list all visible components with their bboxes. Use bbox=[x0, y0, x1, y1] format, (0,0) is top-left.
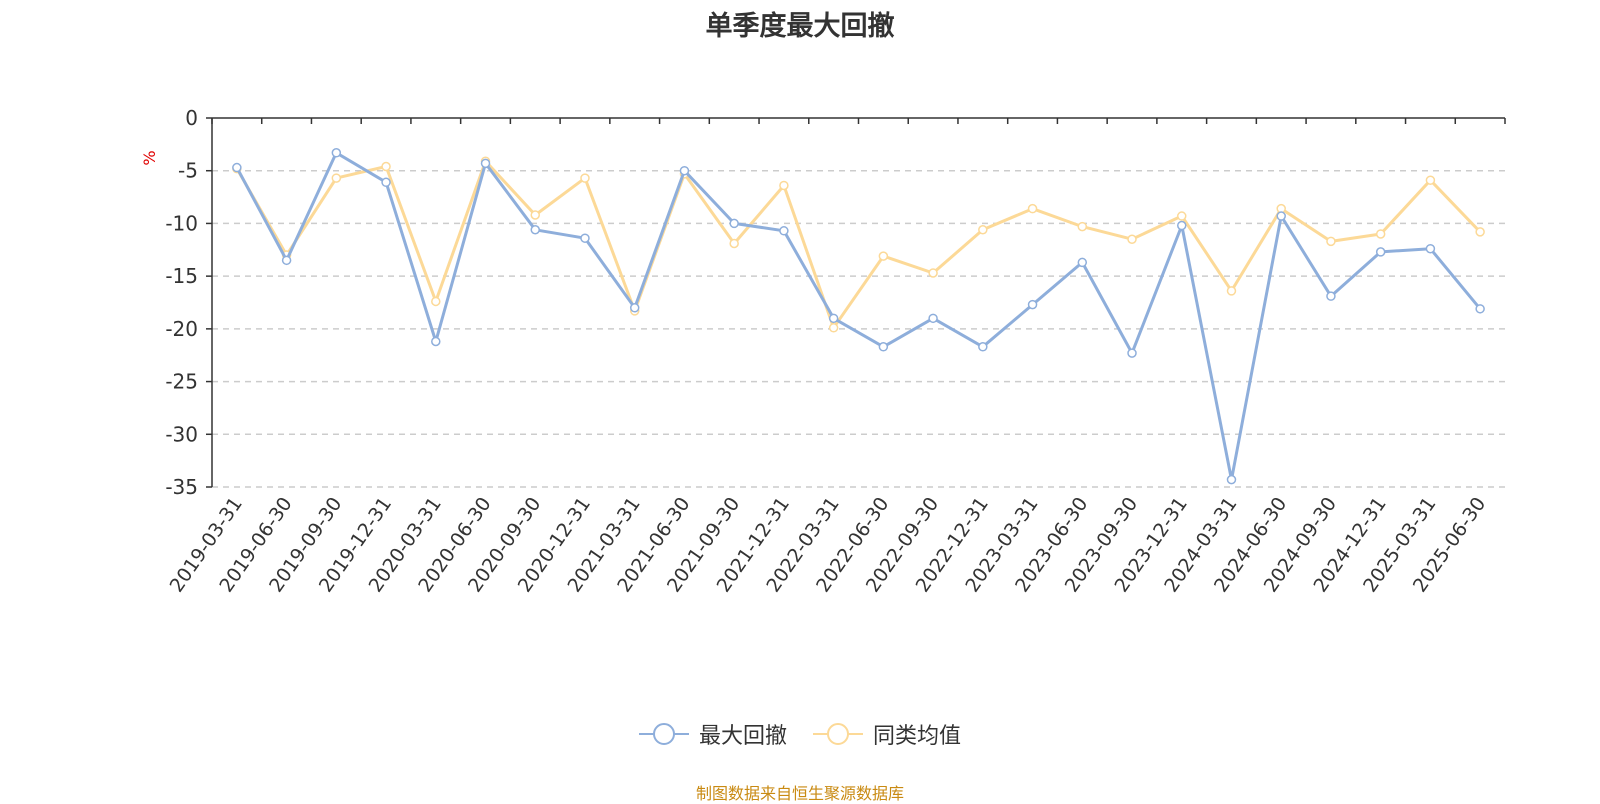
data-point[interactable] bbox=[978, 225, 988, 235]
data-point[interactable] bbox=[629, 303, 640, 313]
data-point[interactable] bbox=[729, 238, 739, 249]
y-tick-label: -5 bbox=[178, 159, 198, 183]
y-tick-label: -15 bbox=[165, 264, 198, 288]
series-1 bbox=[232, 148, 1485, 485]
data-point[interactable] bbox=[1375, 247, 1386, 257]
data-point[interactable] bbox=[381, 161, 391, 172]
data-source-note: 制图数据来自恒生聚源数据库 bbox=[695, 784, 904, 803]
legend-label-series-1: 最大回撤 bbox=[698, 724, 787, 749]
data-point[interactable] bbox=[928, 268, 938, 278]
y-tick-labels: 0 -5 -10 -15 -20 -25 -30 -35 bbox=[165, 106, 198, 499]
y-tick-label: -35 bbox=[165, 475, 198, 499]
data-point[interactable] bbox=[1127, 234, 1137, 244]
data-point[interactable] bbox=[1027, 299, 1038, 310]
data-point[interactable] bbox=[1375, 229, 1386, 239]
series-line bbox=[235, 159, 1482, 330]
legend-marker-series-1 bbox=[638, 723, 689, 745]
legend-label-series-2: 同类均值 bbox=[873, 724, 962, 749]
series-line bbox=[235, 151, 1482, 482]
data-point[interactable] bbox=[828, 323, 839, 333]
data-point[interactable] bbox=[232, 162, 242, 173]
data-point[interactable] bbox=[281, 255, 292, 266]
data-point[interactable] bbox=[779, 226, 789, 236]
series-2 bbox=[232, 156, 1485, 333]
legend-marker-series-2 bbox=[813, 723, 863, 745]
data-point[interactable] bbox=[1425, 175, 1436, 185]
data-point[interactable] bbox=[1326, 291, 1336, 301]
data-point[interactable] bbox=[1177, 211, 1187, 221]
y-tick-label: -25 bbox=[165, 370, 198, 394]
data-point[interactable] bbox=[431, 336, 441, 347]
data-point[interactable] bbox=[1276, 211, 1286, 221]
data-point[interactable] bbox=[1177, 220, 1187, 231]
data-point[interactable] bbox=[1425, 243, 1436, 254]
data-point[interactable] bbox=[1226, 286, 1237, 296]
data-point[interactable] bbox=[1027, 203, 1038, 214]
data-point[interactable] bbox=[1226, 474, 1237, 485]
data-point[interactable] bbox=[1127, 348, 1137, 358]
data-point[interactable] bbox=[679, 165, 690, 176]
data-point[interactable] bbox=[1475, 304, 1485, 314]
y-tick-label: 0 bbox=[185, 106, 198, 130]
data-point[interactable] bbox=[580, 173, 590, 183]
data-point[interactable] bbox=[480, 158, 491, 169]
data-point[interactable] bbox=[530, 225, 540, 235]
y-axis-unit-label: % bbox=[140, 150, 159, 165]
y-tick-label: -10 bbox=[165, 211, 198, 235]
legend: 最大回撤 同类均值 bbox=[0, 718, 1600, 750]
data-point[interactable] bbox=[331, 148, 342, 158]
data-point[interactable] bbox=[779, 180, 789, 191]
data-point[interactable] bbox=[530, 210, 540, 220]
data-point[interactable] bbox=[580, 233, 590, 243]
data-point[interactable] bbox=[1326, 236, 1336, 247]
y-tick-label: -30 bbox=[165, 422, 198, 446]
data-point[interactable] bbox=[729, 218, 739, 229]
axes bbox=[206, 117, 1506, 488]
data-point[interactable] bbox=[828, 313, 839, 324]
data-point[interactable] bbox=[878, 342, 889, 352]
series bbox=[232, 148, 1485, 485]
data-point[interactable] bbox=[1077, 257, 1088, 268]
chart-title: 单季度最大回撤 bbox=[705, 11, 895, 42]
data-point[interactable] bbox=[978, 342, 988, 352]
data-point[interactable] bbox=[431, 296, 441, 307]
y-tick-label: -20 bbox=[165, 317, 198, 341]
data-point[interactable] bbox=[1077, 221, 1088, 232]
legend-item-series-2[interactable]: 同类均值 bbox=[813, 718, 961, 750]
data-point[interactable] bbox=[928, 313, 938, 324]
legend-item-series-1[interactable]: 最大回撤 bbox=[638, 718, 787, 750]
data-point[interactable] bbox=[381, 177, 391, 188]
data-point[interactable] bbox=[331, 173, 342, 183]
data-point[interactable] bbox=[1475, 227, 1485, 237]
data-point[interactable] bbox=[878, 251, 889, 261]
x-tick-labels: 2019-03-312019-06-302019-09-302019-12-31… bbox=[166, 493, 1491, 596]
